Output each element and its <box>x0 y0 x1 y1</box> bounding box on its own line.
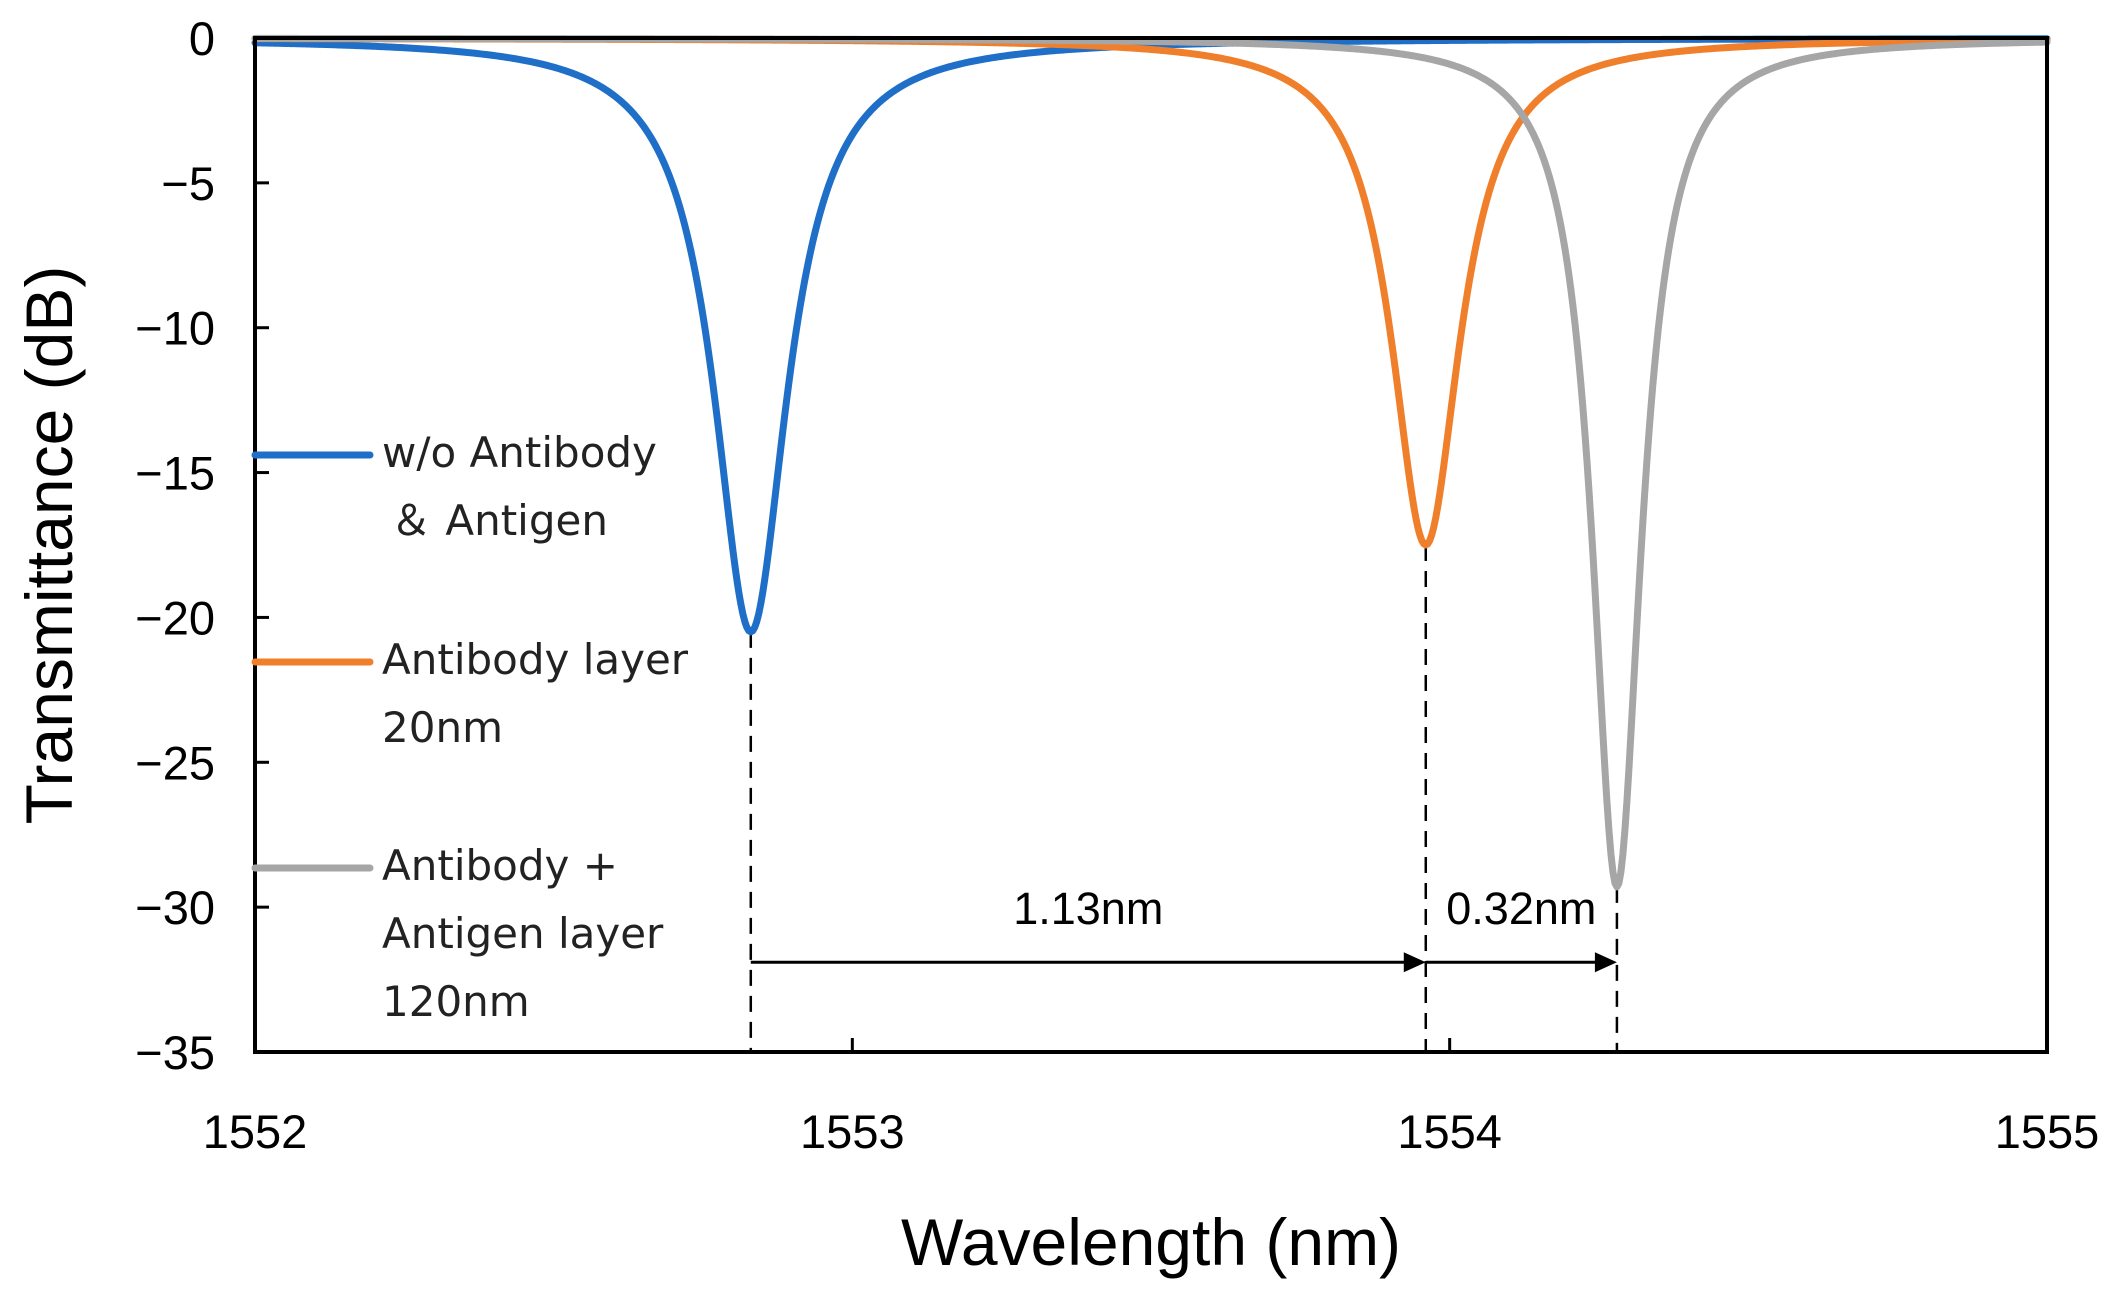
plot-area-frame <box>253 36 2049 1054</box>
shift-annotation-labels: 1.13nm 0.32nm <box>1013 883 1596 934</box>
shift-arrows <box>750 952 1617 973</box>
shift-label-0: 1.13nm <box>1013 883 1163 934</box>
y-tick-label: −35 <box>135 1026 215 1079</box>
legend-item-1: Antibody layer 20nm <box>251 635 689 752</box>
y-tick-labels: 0 −5 −10 −15 −20 −25 −30 −35 <box>135 12 215 1079</box>
legend-label-line: ＆ Antigen <box>390 496 608 545</box>
legend-label-line: 20nm <box>382 703 503 752</box>
legend-label-line: Antigen layer <box>382 909 664 958</box>
legend-item-0: w/o Antibody ＆ Antigen <box>251 428 657 545</box>
x-tick-labels: 1552 1553 1554 1555 <box>203 1105 2100 1158</box>
x-tick-label: 1553 <box>800 1105 905 1158</box>
y-tick-label: −20 <box>135 591 215 644</box>
x-tick-label: 1552 <box>203 1105 308 1158</box>
y-tick-label: 0 <box>189 12 215 65</box>
shift-arrowhead-0 <box>1403 952 1426 973</box>
axis-ticks <box>253 36 2049 1054</box>
legend-label-line: w/o Antibody <box>382 428 657 477</box>
x-tick-label: 1555 <box>1995 1105 2100 1158</box>
x-tick-label: 1554 <box>1397 1105 1502 1158</box>
y-tick-label: −5 <box>161 157 215 210</box>
shift-arrowhead-1 <box>1594 952 1617 973</box>
y-tick-label: −30 <box>135 881 215 934</box>
y-tick-label: −25 <box>135 736 215 789</box>
y-tick-label: −15 <box>135 447 215 500</box>
x-axis-title: Wavelength (nm) <box>901 1205 1401 1279</box>
legend-label-line: 120nm <box>382 977 530 1026</box>
resonance-dashed-lines <box>749 545 1619 1052</box>
legend-label-line: Antibody + <box>382 841 618 890</box>
y-tick-label: −10 <box>135 302 215 355</box>
legend-item-2: Antibody + Antigen layer 120nm <box>251 841 664 1026</box>
shift-label-1: 0.32nm <box>1446 883 1596 934</box>
y-axis-title: Transmittance (dB) <box>12 266 86 825</box>
legend-label-line: Antibody layer <box>382 635 689 684</box>
